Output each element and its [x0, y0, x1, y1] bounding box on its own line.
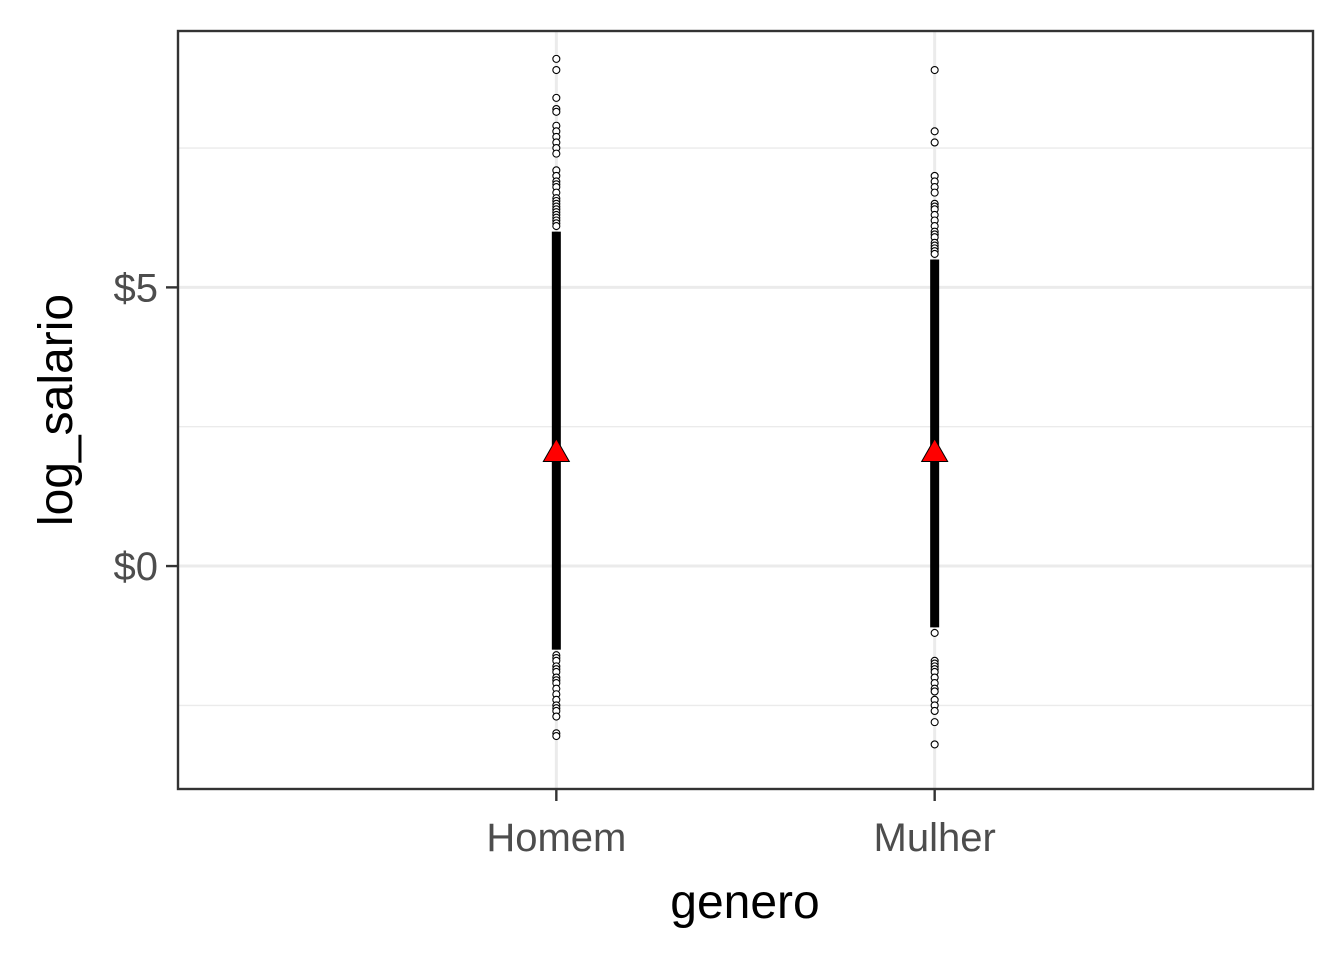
axes: $0 $5 Homem Mulher	[114, 266, 996, 860]
data-point	[552, 65, 561, 75]
data-point	[930, 65, 939, 75]
x-axis-title: genero	[670, 876, 819, 929]
data-point	[552, 54, 561, 63]
data-point	[930, 188, 939, 197]
y-tick-label: $0	[114, 545, 159, 589]
data-point	[930, 718, 939, 727]
x-tick-label: Mulher	[874, 816, 996, 860]
mean-markers	[542, 437, 949, 463]
data-point	[552, 107, 561, 116]
data-point	[930, 740, 939, 749]
plot-panel-border	[176, 29, 1315, 791]
data-point	[930, 628, 939, 637]
data-point	[930, 687, 939, 696]
data-point	[552, 149, 561, 158]
data-point	[552, 222, 561, 231]
data-point	[930, 127, 939, 136]
x-tick-label: Homem	[486, 816, 626, 860]
data-point	[552, 732, 561, 741]
mean-marker-homem	[542, 437, 571, 463]
data-point	[930, 249, 939, 258]
y-axis-title: log_salario	[30, 294, 83, 526]
mean-marker-mulher	[920, 437, 949, 463]
plot-panel	[178, 31, 1313, 789]
data-point	[930, 138, 939, 147]
data-point	[930, 706, 939, 716]
data-point	[552, 712, 561, 721]
data-point	[552, 93, 561, 102]
y-tick-label: $5	[114, 266, 159, 310]
